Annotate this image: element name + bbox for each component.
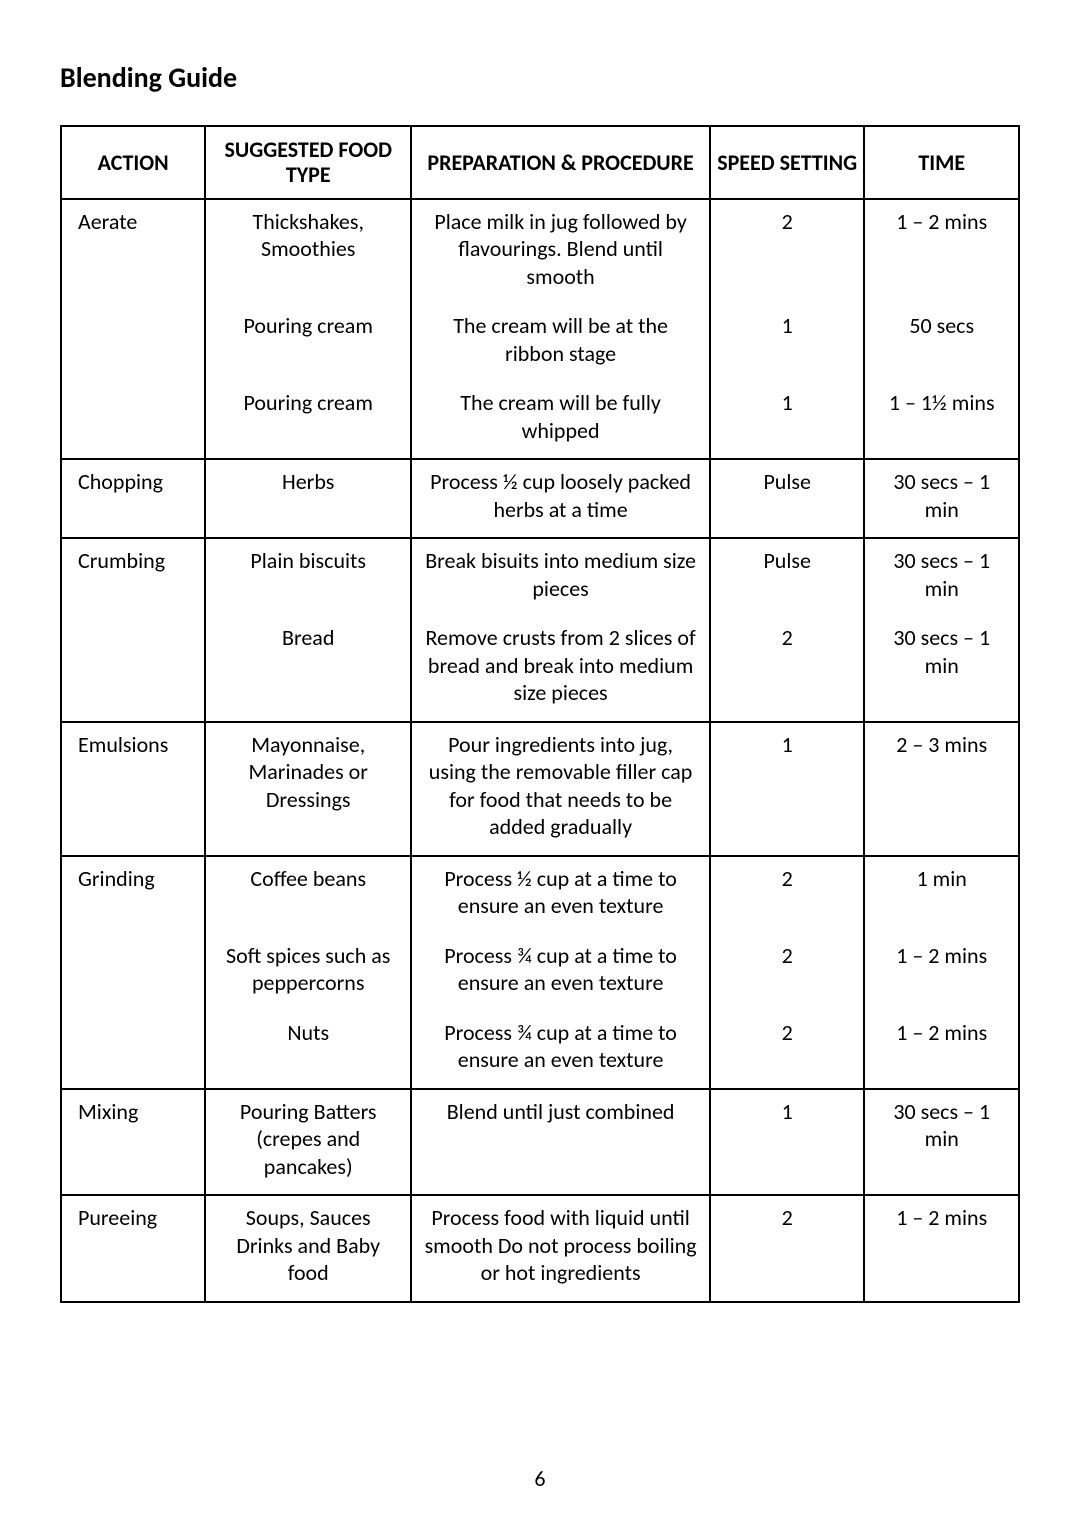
cell-prep: The cream will be at the ribbon stage bbox=[411, 304, 710, 381]
page-number: 6 bbox=[0, 1465, 1080, 1492]
cell-action bbox=[61, 1011, 205, 1089]
cell-speed: 2 bbox=[710, 1011, 865, 1089]
cell-action: Chopping bbox=[61, 459, 205, 538]
cell-speed: 2 bbox=[710, 616, 865, 722]
table-row: EmulsionsMayonnaise, Marinades or Dressi… bbox=[61, 722, 1019, 856]
cell-prep: Process ¾ cup at a time to ensure an eve… bbox=[411, 934, 710, 1011]
table-row: CrumbingPlain biscuitsBreak bisuits into… bbox=[61, 538, 1019, 616]
table-row: PureeingSoups, Sauces Drinks and Baby fo… bbox=[61, 1195, 1019, 1302]
cell-time: 1 – 2 mins bbox=[864, 199, 1019, 305]
cell-action: Emulsions bbox=[61, 722, 205, 856]
cell-prep: Pour ingredients into jug, using the rem… bbox=[411, 722, 710, 856]
cell-time: 1 – 2 mins bbox=[864, 1195, 1019, 1302]
cell-time: 30 secs – 1 min bbox=[864, 1089, 1019, 1196]
cell-action: Mixing bbox=[61, 1089, 205, 1196]
cell-prep: The cream will be fully whipped bbox=[411, 381, 710, 459]
cell-action: Grinding bbox=[61, 856, 205, 934]
cell-time: 1 – 2 mins bbox=[864, 1011, 1019, 1089]
cell-time: 2 – 3 mins bbox=[864, 722, 1019, 856]
cell-food: Nuts bbox=[205, 1011, 411, 1089]
table-row: AerateThickshakes, SmoothiesPlace milk i… bbox=[61, 199, 1019, 305]
header-time: Time bbox=[864, 126, 1019, 199]
cell-action: Pureeing bbox=[61, 1195, 205, 1302]
cell-food: Pouring cream bbox=[205, 381, 411, 459]
cell-action bbox=[61, 616, 205, 722]
cell-action: Aerate bbox=[61, 199, 205, 305]
table-row: Pouring creamThe cream will be at the ri… bbox=[61, 304, 1019, 381]
cell-speed: 2 bbox=[710, 199, 865, 305]
cell-speed: 1 bbox=[710, 381, 865, 459]
header-speed: Speed Setting bbox=[710, 126, 865, 199]
cell-time: 50 secs bbox=[864, 304, 1019, 381]
cell-speed: 2 bbox=[710, 934, 865, 1011]
cell-speed: Pulse bbox=[710, 459, 865, 538]
cell-food: Herbs bbox=[205, 459, 411, 538]
table-row: Pouring creamThe cream will be fully whi… bbox=[61, 381, 1019, 459]
cell-food: Soft spices such as peppercorns bbox=[205, 934, 411, 1011]
cell-time: 30 secs – 1 min bbox=[864, 616, 1019, 722]
cell-action bbox=[61, 304, 205, 381]
cell-food: Thickshakes, Smoothies bbox=[205, 199, 411, 305]
table-row: MixingPouring Batters (crepes and pancak… bbox=[61, 1089, 1019, 1196]
cell-prep: Blend until just combined bbox=[411, 1089, 710, 1196]
cell-time: 1 – 2 mins bbox=[864, 934, 1019, 1011]
cell-prep: Remove crusts from 2 slices of bread and… bbox=[411, 616, 710, 722]
table-row: GrindingCoffee beansProcess ½ cup at a t… bbox=[61, 856, 1019, 934]
cell-action bbox=[61, 934, 205, 1011]
cell-prep: Break bisuits into medium size pieces bbox=[411, 538, 710, 616]
cell-action bbox=[61, 381, 205, 459]
table-row: ChoppingHerbsProcess ½ cup loosely packe… bbox=[61, 459, 1019, 538]
cell-action: Crumbing bbox=[61, 538, 205, 616]
table-row: NutsProcess ¾ cup at a time to ensure an… bbox=[61, 1011, 1019, 1089]
cell-speed: 1 bbox=[710, 722, 865, 856]
cell-speed: 1 bbox=[710, 1089, 865, 1196]
cell-food: Pouring Batters (crepes and pancakes) bbox=[205, 1089, 411, 1196]
cell-speed: 2 bbox=[710, 1195, 865, 1302]
cell-food: Mayonnaise, Marinades or Dressings bbox=[205, 722, 411, 856]
page-title: Blending Guide bbox=[60, 60, 1020, 95]
cell-food: Coffee beans bbox=[205, 856, 411, 934]
cell-food: Bread bbox=[205, 616, 411, 722]
table-header-row: Action Suggested Food Type Preparation &… bbox=[61, 126, 1019, 199]
header-prep: Preparation & Procedure bbox=[411, 126, 710, 199]
table-row: BreadRemove crusts from 2 slices of brea… bbox=[61, 616, 1019, 722]
header-action: Action bbox=[61, 126, 205, 199]
cell-prep: Process ½ cup at a time to ensure an eve… bbox=[411, 856, 710, 934]
cell-time: 1 min bbox=[864, 856, 1019, 934]
cell-speed: 2 bbox=[710, 856, 865, 934]
document-page: Blending Guide Action Suggested Food Typ… bbox=[0, 0, 1080, 1527]
cell-speed: 1 bbox=[710, 304, 865, 381]
cell-prep: Place milk in jug followed by flavouring… bbox=[411, 199, 710, 305]
cell-speed: Pulse bbox=[710, 538, 865, 616]
header-food: Suggested Food Type bbox=[205, 126, 411, 199]
cell-time: 30 secs – 1 min bbox=[864, 538, 1019, 616]
cell-prep: Process ½ cup loosely packed herbs at a … bbox=[411, 459, 710, 538]
cell-time: 30 secs – 1 min bbox=[864, 459, 1019, 538]
cell-time: 1 – 1½ mins bbox=[864, 381, 1019, 459]
cell-prep: Process food with liquid until smooth Do… bbox=[411, 1195, 710, 1302]
cell-prep: Process ¾ cup at a time to ensure an eve… bbox=[411, 1011, 710, 1089]
cell-food: Pouring cream bbox=[205, 304, 411, 381]
table-row: Soft spices such as peppercornsProcess ¾… bbox=[61, 934, 1019, 1011]
cell-food: Soups, Sauces Drinks and Baby food bbox=[205, 1195, 411, 1302]
blending-guide-table: Action Suggested Food Type Preparation &… bbox=[60, 125, 1020, 1303]
cell-food: Plain biscuits bbox=[205, 538, 411, 616]
